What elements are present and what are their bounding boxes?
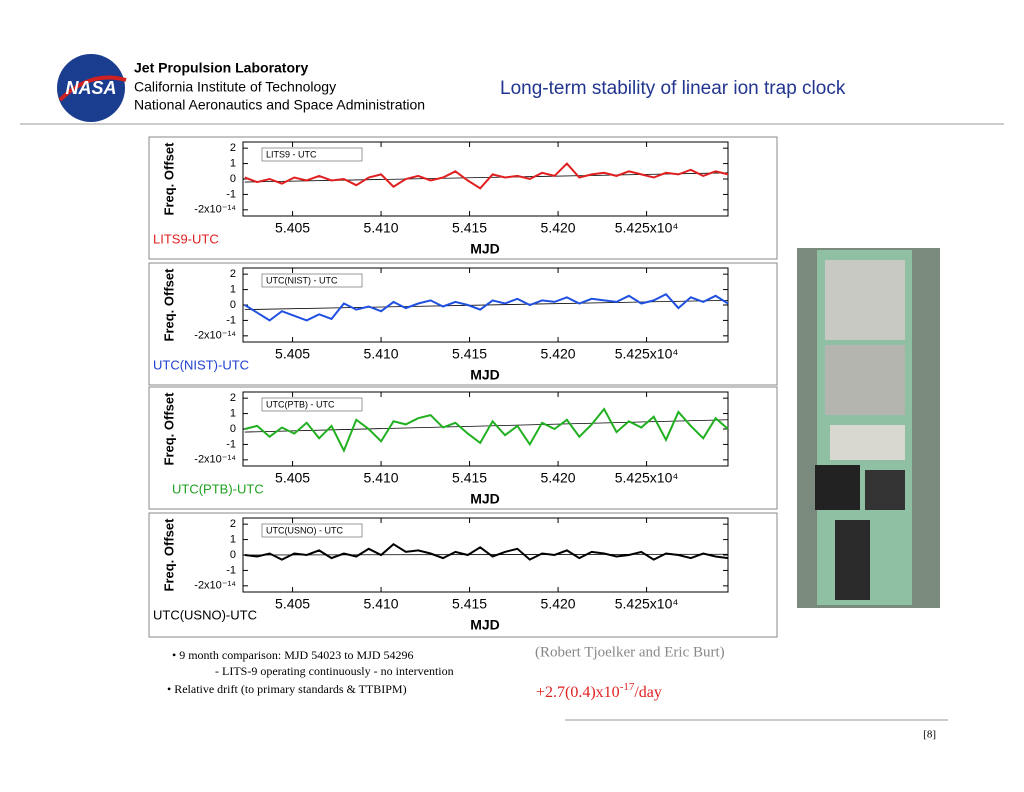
y-tick-label: -1 (226, 188, 236, 200)
series-line (244, 292, 729, 322)
y-tick-label: -1 (226, 314, 236, 326)
y-tick-label: 0 (230, 549, 236, 561)
y-axis-label: Freq. Offset (161, 268, 176, 342)
x-tick-label: 5.425x10⁴ (615, 596, 679, 612)
series-line (244, 407, 729, 454)
x-tick-label: 5.415 (452, 470, 487, 486)
x-tick-label: 5.415 (452, 346, 487, 362)
x-tick-label: 5.410 (364, 346, 399, 362)
y-axis-label: Freq. Offset (161, 392, 176, 466)
trend-line (244, 553, 729, 556)
legend-label: UTC(NIST) - UTC (266, 275, 338, 285)
x-tick-label: 5.420 (541, 596, 576, 612)
x-axis-label: MJD (470, 491, 500, 507)
x-tick-label: 5.415 (452, 596, 487, 612)
y-tick-label: 2 (230, 392, 236, 404)
panel-label: UTC(NIST)-UTC (153, 357, 249, 372)
legend-box (261, 147, 363, 162)
x-tick-label: 5.410 (364, 220, 399, 236)
y-tick-label: -2x10⁻¹⁴ (194, 454, 236, 466)
x-axis-label: MJD (470, 241, 500, 257)
drift-unit: /day (634, 684, 662, 701)
drift-exponent: -17 (620, 681, 635, 693)
legend-box (261, 523, 363, 538)
y-tick-label: 2 (230, 142, 236, 154)
sub-bullet: - LITS-9 operating continuously - no int… (215, 664, 454, 678)
legend-label: UTC(USNO) - UTC (266, 525, 343, 535)
x-tick-label: 5.405 (275, 470, 310, 486)
panel-frame (148, 262, 778, 386)
legend-box (261, 273, 363, 288)
panel-frame (148, 386, 778, 510)
y-tick-label: 1 (230, 533, 236, 545)
y-tick-label: -2x10⁻¹⁴ (194, 580, 236, 592)
x-tick-label: 5.415 (452, 220, 487, 236)
y-tick-label: -2x10⁻¹⁴ (194, 204, 236, 216)
x-tick-label: 5.425x10⁴ (615, 346, 679, 362)
panel-label: UTC(PTB)-UTC (172, 481, 264, 496)
logo-swoosh (58, 75, 127, 102)
panel-frame (148, 136, 778, 260)
trend-line (244, 172, 729, 183)
institute: California Institute of Technology (134, 79, 336, 95)
x-axis-label: MJD (470, 367, 500, 383)
y-tick-label: 0 (230, 173, 236, 185)
y-tick-label: 1 (230, 407, 236, 419)
x-tick-label: 5.420 (541, 346, 576, 362)
series-line (244, 542, 729, 561)
x-tick-label: 5.405 (275, 596, 310, 612)
y-tick-label: 0 (230, 423, 236, 435)
y-tick-label: 1 (230, 283, 236, 295)
bullet: • Relative drift (to primary standards &… (167, 682, 407, 696)
panel-label: LITS9-UTC (153, 231, 219, 246)
panel-label: UTC(USNO)-UTC (153, 607, 257, 622)
nasa-logo (57, 54, 125, 122)
legend-label: LITS9 - UTC (266, 149, 317, 159)
drift-text: +2.7(0.4)x10 (536, 684, 620, 701)
x-tick-label: 5.410 (364, 596, 399, 612)
y-tick-label: -2x10⁻¹⁴ (194, 330, 236, 342)
drift: +2.7(0.4)x10-17/day (536, 681, 662, 701)
x-tick-label: 5.405 (275, 346, 310, 362)
x-tick-label: 5.425x10⁴ (615, 220, 679, 236)
panel-frame (148, 512, 778, 638)
x-tick-label: 5.405 (275, 220, 310, 236)
y-tick-label: 0 (230, 299, 236, 311)
x-tick-label: 5.425x10⁴ (615, 470, 679, 486)
x-tick-label: 5.420 (541, 470, 576, 486)
series-line (244, 162, 729, 190)
x-tick-label: 5.410 (364, 470, 399, 486)
y-tick-label: 2 (230, 268, 236, 280)
agency: National Aeronautics and Space Administr… (134, 97, 425, 113)
y-tick-label: -1 (226, 438, 236, 450)
legend-label: UTC(PTB) - UTC (266, 399, 335, 409)
org: Jet Propulsion Laboratory (134, 60, 308, 76)
y-axis-label: Freq. Offset (161, 142, 176, 216)
y-tick-label: 1 (230, 157, 236, 169)
x-axis-label: MJD (470, 617, 500, 633)
page-number: [8] (923, 729, 936, 741)
legend-box (261, 397, 363, 412)
photo (797, 248, 940, 608)
y-axis-label: Freq. Offset (161, 518, 176, 592)
credit: (Robert Tjoelker and Eric Burt) (535, 644, 725, 660)
y-tick-label: -1 (226, 564, 236, 576)
bullet: • 9 month comparison: MJD 54023 to MJD 5… (172, 648, 414, 662)
logo-text: NASA (65, 78, 116, 98)
slide-title: Long-term stability of linear ion trap c… (500, 78, 846, 99)
x-tick-label: 5.420 (541, 220, 576, 236)
y-tick-label: 2 (230, 518, 236, 530)
